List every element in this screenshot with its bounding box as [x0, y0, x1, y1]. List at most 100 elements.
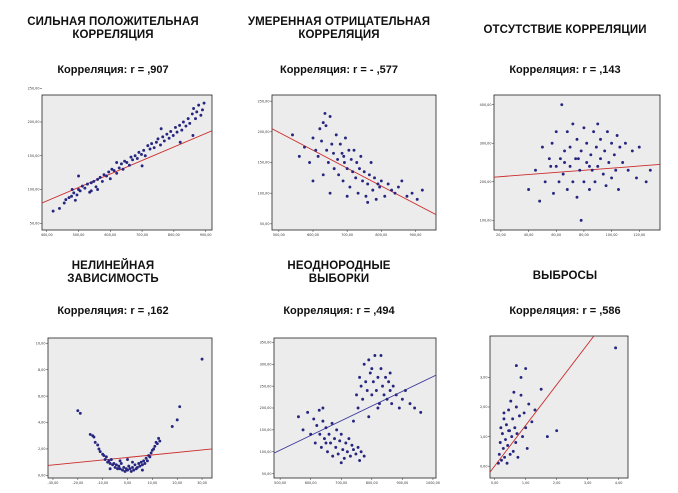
y-tick-label: 200,00	[260, 406, 272, 410]
data-point	[376, 182, 380, 186]
data-point	[514, 405, 518, 409]
x-tick-label: 700,00	[341, 233, 353, 237]
data-point	[315, 424, 319, 427]
data-point	[338, 142, 342, 146]
x-tick-label: -20,00	[72, 481, 83, 485]
data-point	[599, 157, 602, 161]
correlation-label: Корреляция: r = ,143	[509, 64, 621, 76]
data-point	[148, 147, 152, 151]
y-tick-label: 200,00	[258, 130, 270, 134]
data-point	[588, 188, 591, 191]
y-tick-label: 300,00	[480, 141, 492, 145]
plot-area	[273, 337, 437, 479]
y-tick-label: 100,00	[258, 191, 270, 195]
plot-area	[489, 335, 629, 479]
data-point	[165, 132, 169, 136]
data-point	[507, 429, 511, 433]
data-point	[123, 159, 127, 163]
data-point	[543, 180, 547, 184]
data-point	[376, 406, 380, 410]
data-point	[178, 140, 182, 144]
data-point	[137, 462, 141, 465]
data-point	[108, 462, 112, 465]
data-point	[579, 218, 583, 222]
data-point	[635, 176, 638, 180]
x-tick-label: 500,00	[73, 233, 85, 237]
data-point	[319, 445, 323, 449]
data-point	[403, 389, 407, 392]
data-point	[159, 127, 163, 131]
data-point	[350, 443, 354, 447]
y-tick-label: 6,00	[38, 394, 46, 398]
data-point	[108, 177, 112, 181]
data-point	[373, 354, 377, 357]
plot-content	[490, 336, 618, 473]
data-point	[96, 443, 100, 447]
data-point	[605, 130, 609, 134]
data-point	[88, 432, 92, 436]
data-point	[345, 194, 349, 198]
y-tick-label: 50,00	[262, 472, 272, 476]
data-point	[324, 441, 328, 445]
data-point	[518, 414, 521, 418]
data-point	[555, 429, 559, 433]
data-point	[318, 127, 322, 131]
data-point	[538, 199, 542, 203]
data-point	[367, 173, 371, 177]
data-point	[615, 134, 619, 137]
y-tick-label: 0,00	[480, 464, 488, 468]
data-point	[123, 469, 127, 473]
data-point	[617, 188, 620, 191]
data-point	[190, 112, 194, 116]
data-point	[144, 456, 148, 460]
chart-panel-outliers: ВЫБРОСЫ Корреляция: r = ,586 0,00 1,00 2,0…	[452, 246, 678, 492]
data-point	[129, 469, 133, 473]
data-point	[201, 108, 204, 112]
data-point	[148, 455, 152, 459]
data-point	[156, 137, 160, 141]
data-point	[364, 194, 368, 198]
chart-panel-strong-positive: СИЛЬНАЯ ПОЛОЖИТЕЛЬНАЯ КОРРЕЛЯЦИЯ Корреля…	[0, 0, 226, 246]
data-point	[77, 174, 80, 178]
data-point	[390, 402, 394, 406]
data-point	[140, 468, 144, 472]
data-point	[131, 460, 134, 464]
data-point	[527, 402, 531, 406]
data-point	[545, 435, 549, 439]
data-point	[98, 175, 102, 179]
data-point	[358, 167, 361, 171]
data-point	[97, 447, 101, 451]
data-point	[143, 462, 147, 465]
data-point	[365, 389, 369, 392]
data-point	[303, 145, 306, 149]
data-point	[563, 149, 566, 153]
data-point	[344, 441, 348, 445]
data-point	[70, 194, 74, 198]
data-point	[596, 122, 600, 126]
data-point	[104, 455, 108, 459]
data-point	[558, 157, 562, 161]
data-point	[393, 191, 397, 195]
data-point	[325, 148, 329, 152]
data-point	[149, 451, 153, 455]
data-point	[140, 463, 144, 467]
data-point	[161, 135, 165, 139]
data-point	[502, 417, 506, 421]
y-tick-label: 150,00	[260, 428, 272, 432]
data-point	[180, 128, 184, 132]
data-point	[125, 161, 129, 164]
x-tick-label: 30,00	[197, 481, 207, 485]
data-point	[519, 393, 523, 397]
data-point	[596, 164, 600, 168]
data-point	[366, 182, 370, 186]
x-tick-label: 500,00	[274, 481, 286, 485]
x-tick-label: 700,00	[136, 233, 148, 237]
data-point	[342, 161, 346, 164]
data-point	[508, 452, 512, 456]
data-point	[105, 174, 108, 178]
data-point	[554, 164, 558, 168]
y-tick-label: 250,00	[28, 86, 40, 90]
plot-content	[272, 111, 436, 216]
data-point	[358, 375, 362, 379]
data-point	[496, 461, 500, 465]
